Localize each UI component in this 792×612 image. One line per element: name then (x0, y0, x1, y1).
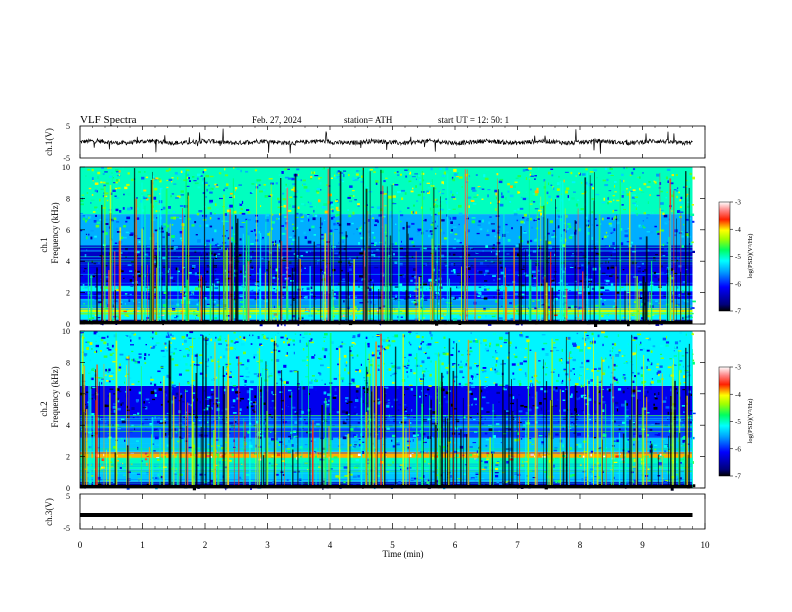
ch1-spec-ylabel-line2: Frequency (kHz) (50, 202, 60, 263)
ch1-ytick-top: 5 (66, 122, 70, 131)
spec2-ytick-4: 4 (66, 421, 70, 430)
ch1-spec-ylabel-line1: ch.1 (39, 237, 49, 252)
ch3-waveform-trace (80, 513, 693, 517)
x-tick-9: 9 (640, 540, 645, 550)
x-tick-1: 1 (140, 540, 145, 550)
x-tick-6: 6 (453, 540, 458, 550)
spec2-ytick-6: 6 (66, 390, 70, 399)
spec1-band-9 (80, 167, 693, 215)
ch1-spectrogram-image (80, 167, 696, 327)
ch2-colorbar-label: log(PSD)(V²/Hz) (747, 399, 754, 444)
ch1-spectrogram-frame (79, 166, 706, 325)
ch3-waveform-ylabel: ch.3(V) (44, 498, 54, 526)
spec1-ytick-10: 10 (62, 163, 70, 172)
ch1-waveform-panel: 5 -5 ch.1(V) (44, 122, 706, 163)
spec2-band-2 (80, 458, 693, 470)
cb1-ticks-tick-4: -7 (735, 308, 741, 316)
spec1-ytick-6: 6 (66, 226, 70, 235)
spec2-band-1 (80, 469, 693, 482)
cb1-ticks-tick-3: -6 (735, 280, 741, 288)
ch1-ytick-bottom: -5 (63, 154, 70, 163)
spec1-ytick-4: 4 (66, 257, 70, 266)
x-tick-7: 7 (515, 540, 520, 550)
ch2-spectrogram-frame (79, 330, 706, 489)
spec2-ytick-0: 0 (66, 484, 70, 493)
x-tick-0: 0 (78, 540, 83, 550)
cb1-ticks-tick-0: -3 (735, 199, 741, 207)
cb2-ticks-tick-3: -6 (735, 445, 741, 453)
spec2-band-0 (80, 481, 693, 489)
ch1-waveform-ylabel: ch.1(V) (44, 128, 54, 156)
x-axis-label: Time (min) (383, 549, 424, 559)
ch2-spectrogram-image (80, 331, 696, 491)
spec1-ytick-0: 0 (66, 320, 70, 329)
ch2-spec-ylabel-line1: ch.2 (39, 401, 49, 416)
ch3-waveform-panel: 5 -5 ch.3(V) 0 1 2 3 4 5 6 7 8 9 10 Time (min) (44, 126, 710, 559)
x-tick-8: 8 (578, 540, 583, 550)
ch2-spec-ylabel-line2: Frequency (kHz) (50, 366, 60, 427)
cb2-ticks-tick-0: -3 (735, 364, 741, 372)
ch3-ytick-bottom: -5 (63, 524, 70, 533)
cb2-ticks-tick-2: -5 (735, 418, 741, 426)
x-tick-2: 2 (203, 540, 208, 550)
cb1-ticks-tick-1: -4 (735, 226, 741, 234)
spec2-band-3 (80, 451, 693, 459)
spec1-ytick-2: 2 (66, 289, 70, 298)
ch2-colorbar (718, 366, 731, 477)
station-label: station= ATH (344, 115, 393, 125)
cb2-ticks-tick-4: -7 (735, 473, 741, 481)
start-time-label: start UT = 12: 50: 1 (438, 115, 509, 125)
date-label: Feb. 27, 2024 (252, 115, 302, 125)
x-tick-10: 10 (701, 540, 711, 550)
x-tick-4: 4 (328, 540, 333, 550)
ch3-ytick-top: 5 (66, 492, 70, 501)
spec2-ytick-8: 8 (66, 358, 70, 367)
x-tick-3: 3 (265, 540, 270, 550)
spec2-ytick-2: 2 (66, 453, 70, 462)
x-tick-5: 5 (390, 540, 395, 550)
ch1-colorbar-label: log(PSD)(V²/Hz) (747, 234, 754, 279)
cb1-ticks-tick-2: -5 (735, 253, 741, 261)
cb2-ticks-tick-1: -4 (735, 391, 741, 399)
spec2-ytick-10: 10 (62, 327, 70, 336)
ch1-waveform-trace (79, 128, 693, 154)
spec2-band-4 (80, 437, 693, 452)
figure-title: VLF Spectra (80, 114, 137, 126)
ch1-colorbar (718, 201, 731, 312)
spec1-ytick-8: 8 (66, 194, 70, 203)
